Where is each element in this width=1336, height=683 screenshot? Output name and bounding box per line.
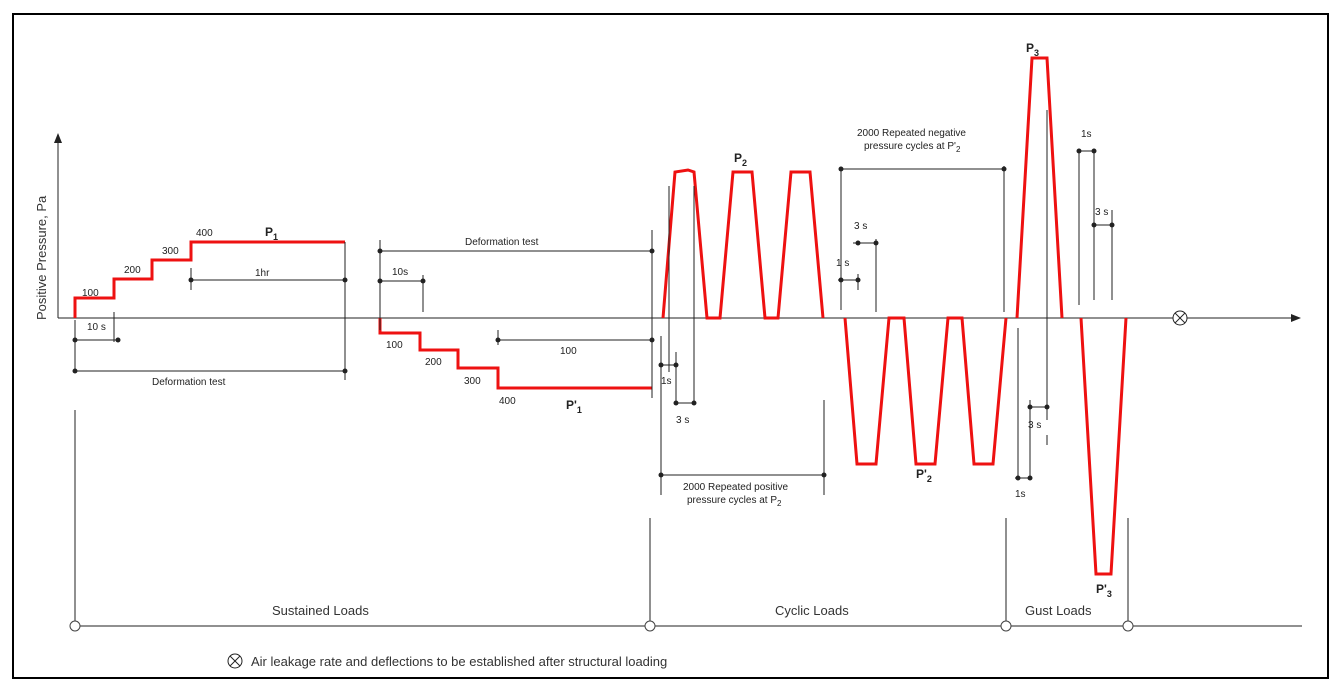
p2-positive-cycles (661, 168, 825, 320)
deformation-test-label: Deformation test (152, 377, 226, 388)
neg-step-label-200: 200 (425, 357, 442, 368)
positive-cycles-line2: pressure cycles at P2 (687, 495, 782, 508)
dimension-dots (72, 148, 1115, 481)
p1-step-curve (73, 240, 345, 318)
p2-label: P2 (734, 151, 747, 168)
p1-prime-label: P'1 (566, 398, 582, 415)
air-leakage-marker-icon (1172, 310, 1188, 326)
diagram-frame (12, 13, 1329, 679)
p2-negative-cycles (843, 316, 1008, 466)
neg-step-label-400: 400 (499, 396, 516, 407)
duration-10s: 10 s (87, 322, 106, 333)
time-1s-neg: 1 s (836, 258, 849, 269)
duration-100: 100 (560, 346, 577, 357)
time-3s-neg: 3 s (854, 221, 867, 232)
time-3s-gust-top: 3 s (1095, 207, 1108, 218)
phase-boundaries (74, 410, 1129, 626)
time-1s-gust-top: 1s (1081, 129, 1092, 140)
step-label-400: 400 (196, 228, 213, 239)
legend-note: Air leakage rate and deflections to be e… (251, 654, 667, 669)
p3-positive-gust (1015, 56, 1064, 319)
duration-10s-b: 10s (392, 267, 408, 278)
time-3s-gust-bottom: 3 s (1028, 420, 1041, 431)
time-1s-gust-bottom: 1s (1015, 489, 1026, 500)
phase-markers (69, 620, 1134, 632)
phase-sustained-loads: Sustained Loads (272, 603, 369, 618)
dimension-lines (74, 110, 1113, 495)
phase-cyclic-loads: Cyclic Loads (775, 603, 849, 618)
p1-negative-step-curve (378, 318, 652, 390)
y-axis-label: Positive Pressure, Pa (34, 195, 49, 320)
legend-marker-icon (227, 653, 243, 669)
p2-prime-label: P'2 (916, 467, 932, 484)
p3-label: P3 (1026, 41, 1039, 58)
step-label-300: 300 (162, 246, 179, 257)
neg-step-label-300: 300 (464, 376, 481, 387)
negative-cycles-line2: pressure cycles at P'2 (864, 141, 961, 154)
duration-1hr: 1hr (255, 268, 270, 279)
p1-label: P1 (265, 225, 278, 242)
step-label-200: 200 (124, 265, 141, 276)
neg-step-label-100: 100 (386, 340, 403, 351)
positive-cycles-line1: 2000 Repeated positive (683, 482, 789, 493)
p3-negative-gust (1079, 317, 1128, 576)
phase-gust-loads: Gust Loads (1025, 603, 1092, 618)
deformation-test-label-2: Deformation test (465, 237, 539, 248)
negative-cycles-line1: 2000 Repeated negative (857, 128, 966, 139)
time-1s-cyclic: 1s (661, 376, 672, 387)
p3-prime-label: P'3 (1096, 582, 1112, 599)
time-3s-cyclic: 3 s (676, 415, 689, 426)
step-label-100: 100 (82, 288, 99, 299)
